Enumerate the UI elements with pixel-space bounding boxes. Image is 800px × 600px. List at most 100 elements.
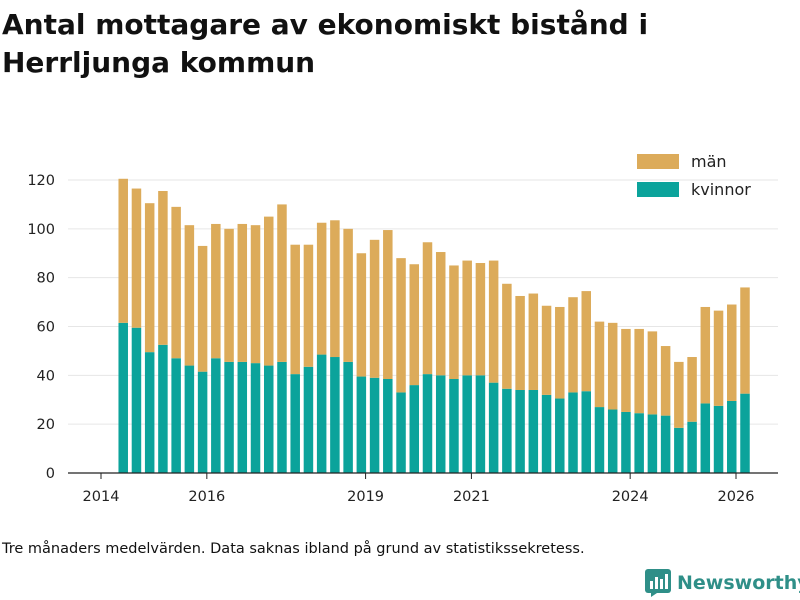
bar-kvinnor[interactable] xyxy=(449,378,459,473)
bar-man[interactable] xyxy=(713,310,724,406)
bar-man[interactable] xyxy=(568,297,578,393)
bar-kvinnor[interactable] xyxy=(171,358,181,473)
bar-man[interactable] xyxy=(316,222,327,355)
bar-man[interactable] xyxy=(197,245,208,372)
bar-man[interactable] xyxy=(634,328,644,414)
bar-kvinnor[interactable] xyxy=(621,411,631,473)
bar-kvinnor[interactable] xyxy=(727,400,737,473)
bar-man[interactable] xyxy=(621,328,631,412)
bar-man[interactable] xyxy=(740,287,750,394)
bar-kvinnor[interactable] xyxy=(713,405,724,473)
bar-kvinnor[interactable] xyxy=(515,389,525,473)
bar-kvinnor[interactable] xyxy=(647,414,658,473)
bar-man[interactable] xyxy=(144,203,155,353)
bar-kvinnor[interactable] xyxy=(290,374,300,473)
bar-man[interactable] xyxy=(607,322,618,410)
bar-man[interactable] xyxy=(211,223,221,359)
bar-man[interactable] xyxy=(224,228,234,362)
bar-kvinnor[interactable] xyxy=(740,393,750,473)
bar-kvinnor[interactable] xyxy=(475,375,486,473)
bar-man[interactable] xyxy=(184,225,195,366)
bar-kvinnor[interactable] xyxy=(674,427,684,473)
bar-kvinnor[interactable] xyxy=(263,365,274,473)
bar-kvinnor[interactable] xyxy=(144,352,155,473)
bar-man[interactable] xyxy=(700,306,711,404)
bar-kvinnor[interactable] xyxy=(303,366,314,473)
bar-kvinnor[interactable] xyxy=(660,415,671,473)
bar-man[interactable] xyxy=(131,188,142,328)
bar-kvinnor[interactable] xyxy=(343,361,353,473)
bar-kvinnor[interactable] xyxy=(422,374,433,473)
bar-man[interactable] xyxy=(263,216,274,366)
bar-kvinnor[interactable] xyxy=(383,378,393,473)
bar-kvinnor[interactable] xyxy=(687,421,697,473)
bar-man[interactable] xyxy=(277,204,287,362)
bar-man[interactable] xyxy=(475,263,486,376)
bar-kvinnor[interactable] xyxy=(224,361,234,473)
bar-man[interactable] xyxy=(290,244,300,375)
bar-man[interactable] xyxy=(502,283,512,389)
bar-man[interactable] xyxy=(343,228,353,362)
bar-man[interactable] xyxy=(303,244,314,367)
bar-man[interactable] xyxy=(356,253,367,377)
bar-kvinnor[interactable] xyxy=(250,363,261,473)
bar-man[interactable] xyxy=(435,252,446,376)
bar-kvinnor[interactable] xyxy=(356,376,367,473)
bar-man[interactable] xyxy=(515,295,525,390)
bar-man[interactable] xyxy=(647,331,658,415)
bar-man[interactable] xyxy=(660,346,671,416)
bar-kvinnor[interactable] xyxy=(568,392,578,473)
bar-man[interactable] xyxy=(409,264,420,386)
bar-man[interactable] xyxy=(158,190,168,345)
bar-man[interactable] xyxy=(396,258,406,393)
bar-man[interactable] xyxy=(528,293,539,390)
bar-kvinnor[interactable] xyxy=(330,357,340,473)
bar-kvinnor[interactable] xyxy=(555,398,565,473)
bar-man[interactable] xyxy=(727,304,737,401)
bar-kvinnor[interactable] xyxy=(488,382,499,473)
bar-kvinnor[interactable] xyxy=(462,375,472,473)
bar-man[interactable] xyxy=(250,225,261,364)
bar-kvinnor[interactable] xyxy=(607,409,618,473)
bar-man[interactable] xyxy=(330,220,340,358)
bar-man[interactable] xyxy=(422,242,433,375)
bar-kvinnor[interactable] xyxy=(118,322,128,473)
bar-man[interactable] xyxy=(555,306,565,399)
bar-kvinnor[interactable] xyxy=(634,413,644,473)
bar-kvinnor[interactable] xyxy=(502,388,512,473)
bar-kvinnor[interactable] xyxy=(541,394,552,473)
newsworthy-brand[interactable]: Newsworthy xyxy=(645,568,800,598)
bar-man[interactable] xyxy=(541,305,552,395)
bar-kvinnor[interactable] xyxy=(581,391,591,473)
bar-man[interactable] xyxy=(674,361,684,428)
bar-kvinnor[interactable] xyxy=(594,407,605,473)
y-tick-label: 0 xyxy=(46,466,55,482)
bar-kvinnor[interactable] xyxy=(197,371,208,473)
bar-kvinnor[interactable] xyxy=(409,385,420,473)
bar-kvinnor[interactable] xyxy=(184,365,195,473)
bar-kvinnor[interactable] xyxy=(131,327,142,473)
x-tick-label: 2024 xyxy=(612,489,649,505)
bar-kvinnor[interactable] xyxy=(158,344,168,473)
bar-man[interactable] xyxy=(369,239,380,378)
bar-kvinnor[interactable] xyxy=(369,377,380,473)
bar-kvinnor[interactable] xyxy=(277,361,287,473)
bar-kvinnor[interactable] xyxy=(700,403,711,473)
bar-man[interactable] xyxy=(687,357,697,422)
bar-kvinnor[interactable] xyxy=(396,392,406,473)
bar-man[interactable] xyxy=(171,206,181,359)
bar-kvinnor[interactable] xyxy=(211,358,221,473)
bar-kvinnor[interactable] xyxy=(316,354,327,473)
bar-man[interactable] xyxy=(581,291,591,392)
bar-man[interactable] xyxy=(462,260,472,376)
bar-man[interactable] xyxy=(383,230,393,379)
bar-man[interactable] xyxy=(449,265,459,379)
bar-man[interactable] xyxy=(594,321,605,408)
bar-kvinnor[interactable] xyxy=(528,389,539,473)
bar-kvinnor[interactable] xyxy=(435,375,446,473)
bar-chart-logo-icon xyxy=(645,569,671,597)
bar-man[interactable] xyxy=(488,260,499,383)
bar-kvinnor[interactable] xyxy=(237,361,248,473)
bar-man[interactable] xyxy=(237,223,248,362)
bar-man[interactable] xyxy=(118,178,128,323)
